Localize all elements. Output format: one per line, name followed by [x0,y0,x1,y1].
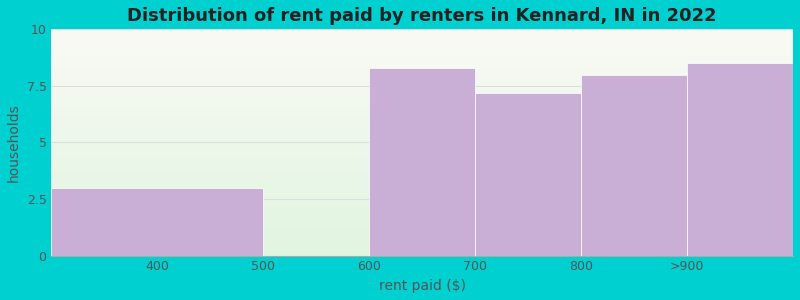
Y-axis label: households: households [7,103,21,182]
Bar [475,93,581,256]
Bar [51,188,263,256]
X-axis label: rent paid ($): rent paid ($) [378,279,466,293]
Bar [581,74,687,256]
Bar [687,63,793,256]
Bar [370,68,475,256]
Title: Distribution of rent paid by renters in Kennard, IN in 2022: Distribution of rent paid by renters in … [127,7,717,25]
